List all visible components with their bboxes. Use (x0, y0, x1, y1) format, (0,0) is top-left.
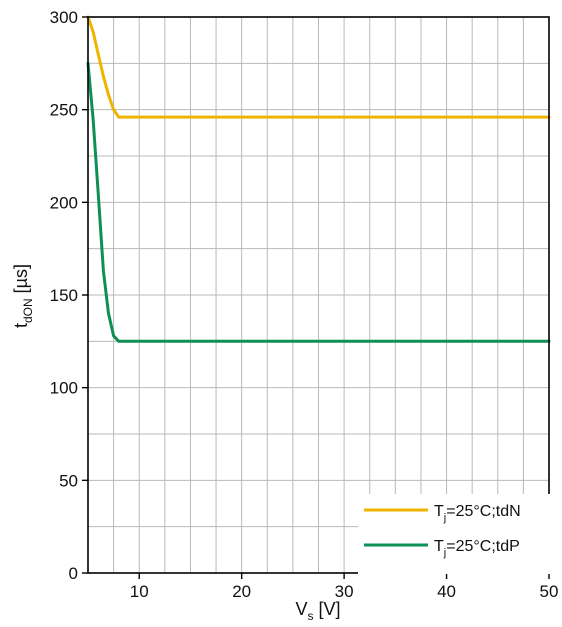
legend-entry-tdN: Tj=25°C;tdN (434, 503, 521, 524)
y-tick-label: 50 (59, 471, 78, 490)
series-lines (86, 15, 551, 343)
y-tick-label: 0 (69, 564, 78, 583)
x-axis-label: Vs [V] (295, 599, 340, 623)
x-tick-label: 20 (232, 582, 251, 601)
y-axis-ticks: 0 50 100 150 200 250 300 (50, 8, 88, 583)
legend-entry-tdN-rest: =25°C;tdN (446, 503, 520, 520)
legend-entry-tdP-main: T (434, 538, 444, 555)
x-axis-label-subscript: s (308, 609, 314, 623)
x-tick-label: 10 (130, 582, 149, 601)
legend-entry-tdP-subscript: j (443, 547, 446, 559)
series-line-tdN (86, 15, 551, 119)
legend: Tj=25°C;tdN Tj=25°C;tdP (358, 494, 550, 574)
y-tick-label: 250 (50, 101, 78, 120)
y-axis-label-unit: [µs] (11, 264, 31, 298)
y-axis-label-subscript: dON (21, 298, 35, 323)
x-tick-label: 40 (437, 582, 456, 601)
y-tick-label: 150 (50, 286, 78, 305)
legend-entry-tdN-main: T (434, 503, 444, 520)
series-line-tdP (86, 61, 551, 343)
grid (88, 17, 549, 573)
y-tick-label: 100 (50, 379, 78, 398)
x-tick-label: 50 (540, 582, 559, 601)
x-tick-label: 30 (335, 582, 354, 601)
y-axis-label-main: t (11, 323, 31, 328)
x-axis-ticks: 10 20 30 40 50 (130, 573, 559, 601)
y-axis-label: tdON [µs] (11, 264, 35, 328)
legend-entry-tdP: Tj=25°C;tdP (434, 538, 520, 559)
legend-entry-tdN-subscript: j (443, 512, 446, 524)
legend-entry-tdP-rest: =25°C;tdP (446, 538, 520, 555)
y-tick-label: 300 (50, 8, 78, 27)
y-tick-label: 200 (50, 193, 78, 212)
x-axis-label-main: V (295, 599, 307, 619)
x-axis-label-unit: [V] (314, 599, 341, 619)
legend-box (358, 494, 550, 574)
